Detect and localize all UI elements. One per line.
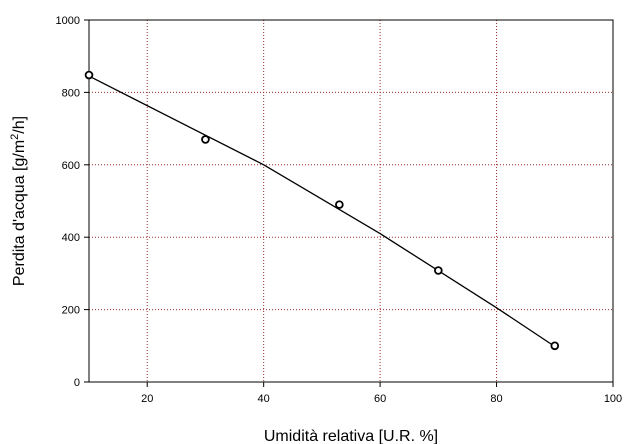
y-axis-label-superscript: 2 <box>9 134 21 140</box>
x-tick-label: 80 <box>490 393 502 405</box>
data-point <box>335 200 344 209</box>
y-axis-label-end: /h] <box>11 116 28 134</box>
y-axis-label: Perdita d'acqua [g/m2/h] <box>9 116 28 286</box>
plot-frame <box>88 19 614 383</box>
y-tick-label: 1000 <box>56 15 80 27</box>
fit-line <box>88 75 556 348</box>
data-points <box>84 70 560 351</box>
grid-lines <box>89 20 613 382</box>
x-axis-label: Umidità relativa [U.R. %] <box>264 428 438 444</box>
y-tick-label: 800 <box>62 87 80 99</box>
y-tick-label: 200 <box>62 305 80 317</box>
y-tick-label: 0 <box>74 377 80 389</box>
data-point <box>434 266 443 275</box>
y-axis-label-main: Perdita d'acqua [g/m <box>11 140 28 286</box>
y-tick-label: 600 <box>62 160 80 172</box>
x-tick-label: 60 <box>374 393 386 405</box>
x-tick-label: 100 <box>604 393 622 405</box>
y-tick-label: 400 <box>62 232 80 244</box>
x-tick-label: 40 <box>258 393 270 405</box>
data-point <box>84 70 94 80</box>
x-tick-label: 20 <box>141 393 153 405</box>
data-point <box>201 135 210 144</box>
fit-line-group <box>88 75 556 348</box>
data-point <box>550 341 560 351</box>
